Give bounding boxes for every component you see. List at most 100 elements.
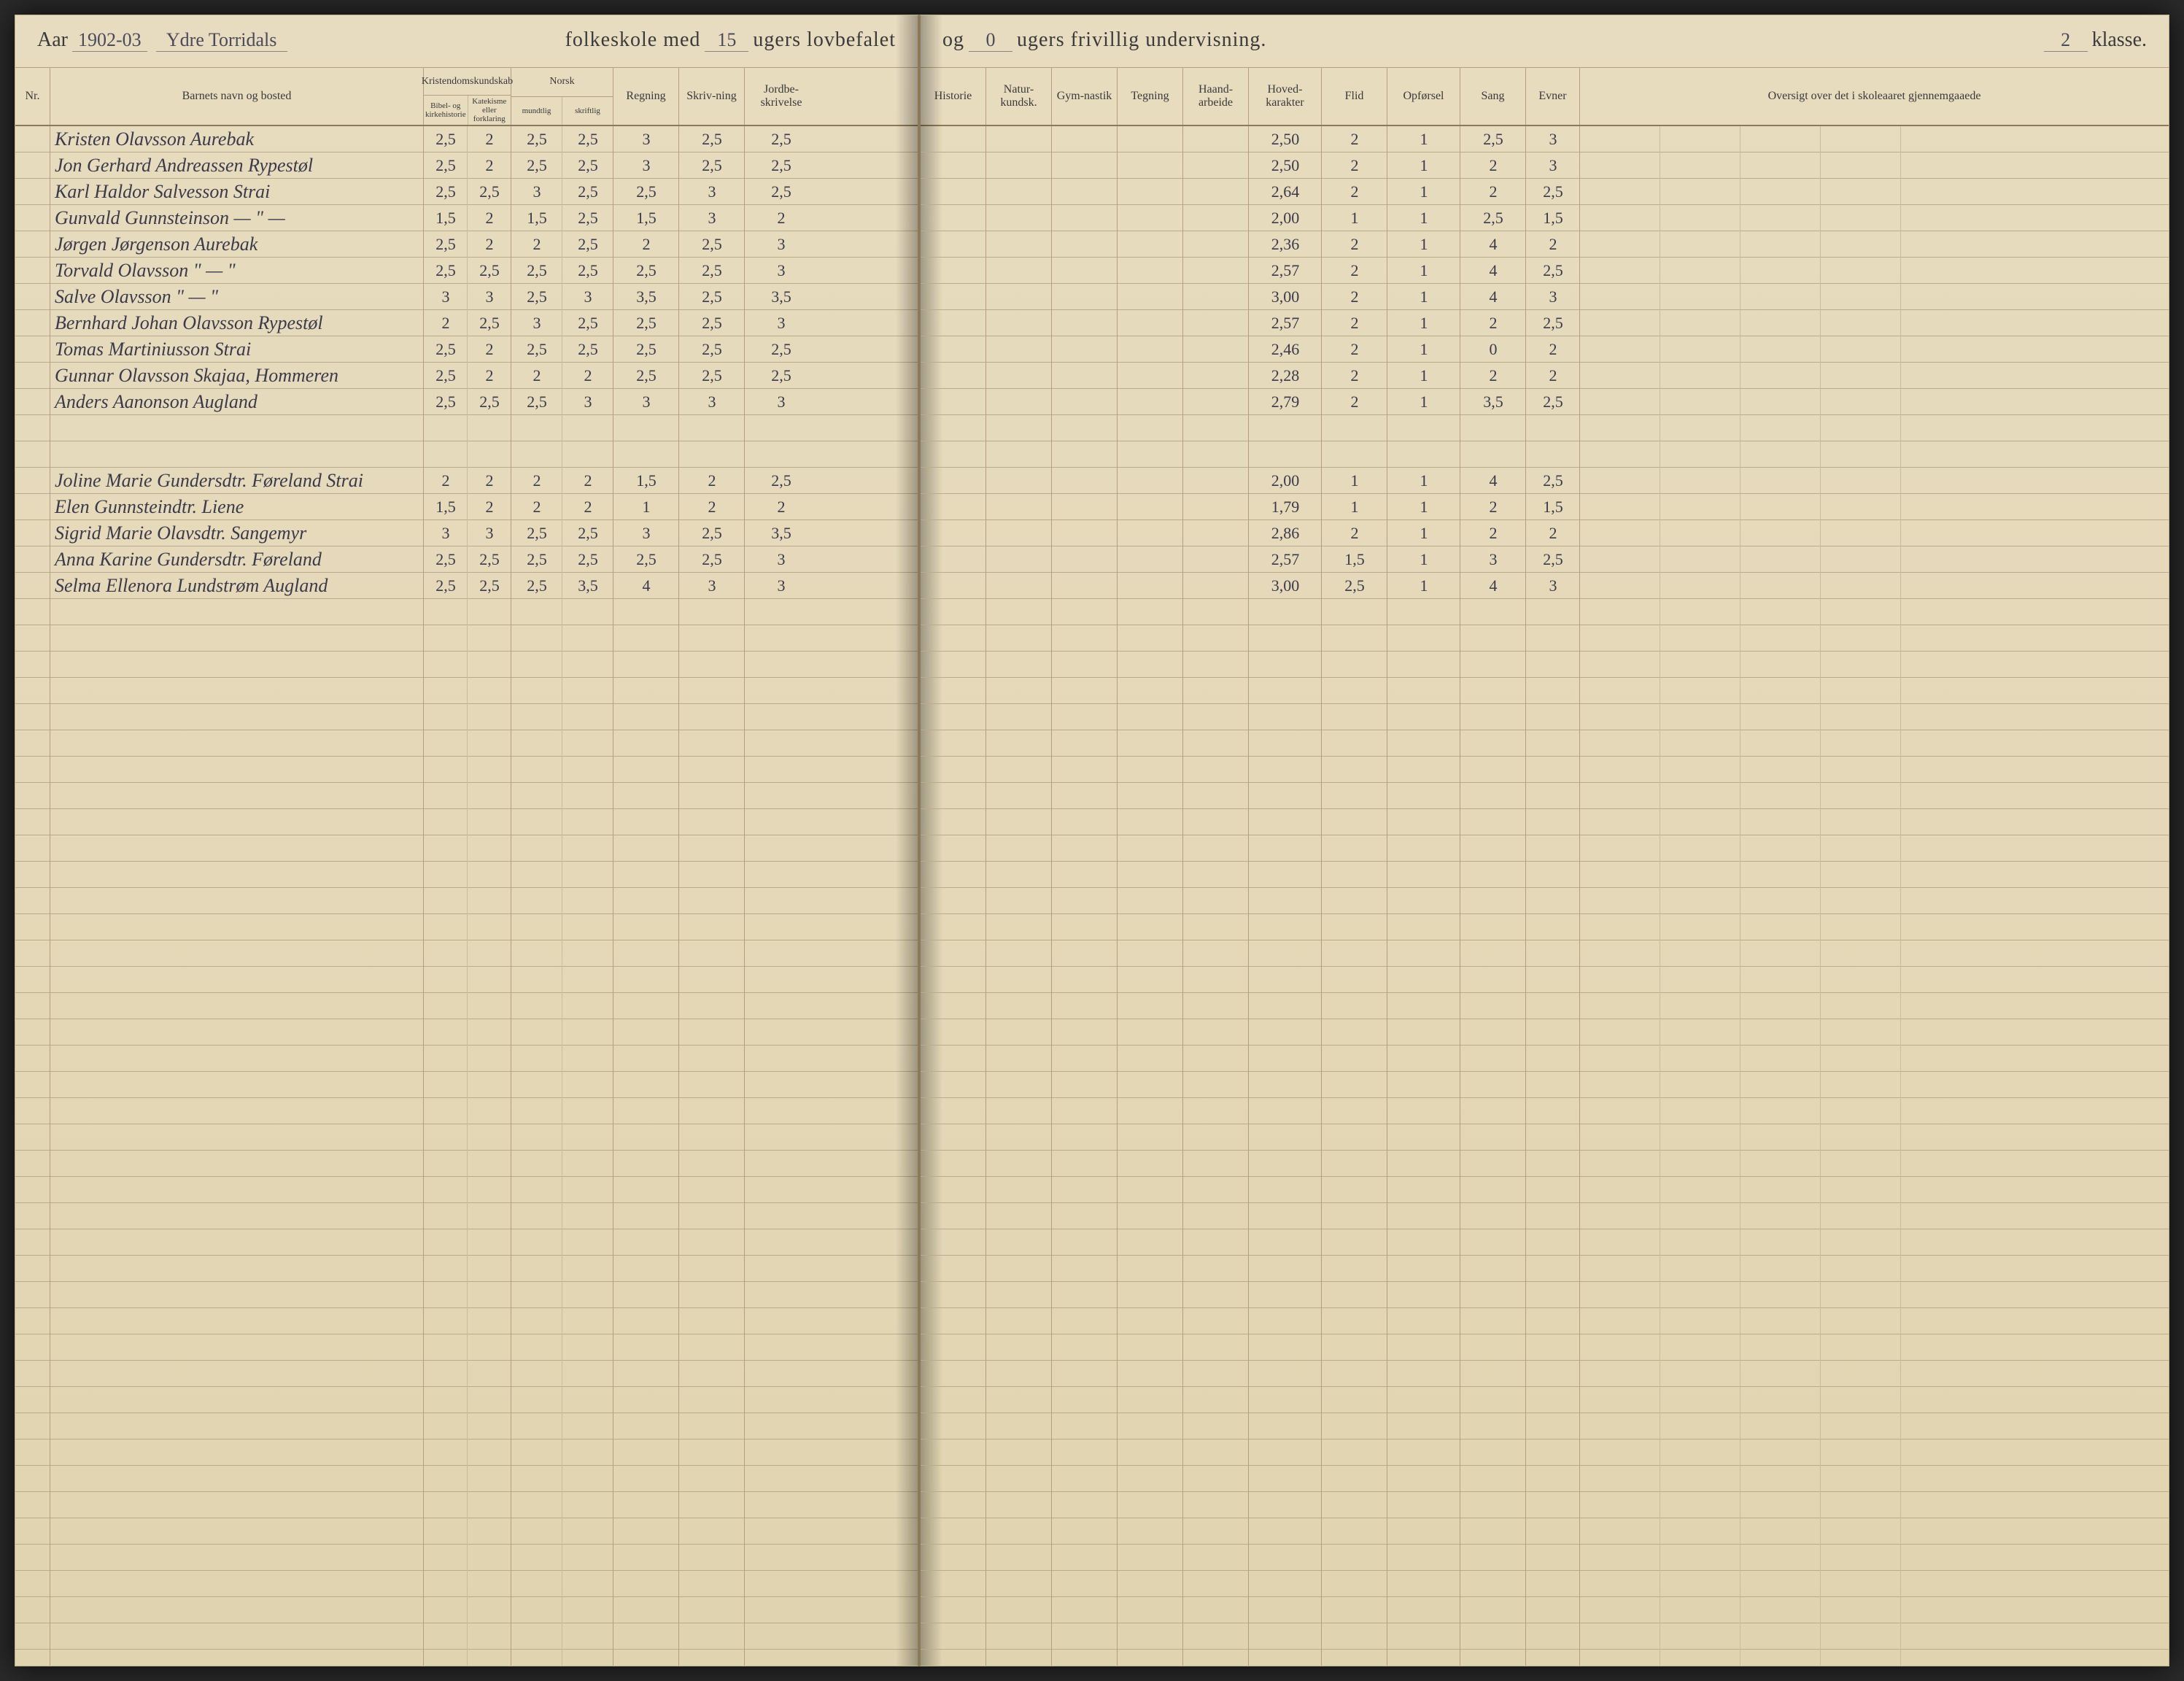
cell-sang: 0 (1460, 340, 1526, 359)
cell-sang: 4 (1460, 576, 1526, 595)
cell-sang: 4 (1460, 287, 1526, 306)
cell-reg: 3 (613, 524, 679, 543)
cell-jor: 3,5 (745, 287, 818, 306)
table-row: Karl Haldor Salvesson Strai2,52,532,52,5… (15, 179, 918, 205)
ledger-book: Aar 1902-03 Ydre Torridals folkeskole me… (15, 15, 2169, 1666)
klasse-label: klasse. (2092, 28, 2147, 52)
table-row: Joline Marie Gundersdtr. Føreland Strai 2… (15, 468, 918, 494)
cell-n2: 3 (562, 287, 613, 306)
cell-flid: 2 (1322, 314, 1387, 333)
cell-n1: 2,5 (511, 287, 562, 306)
col-norsk: Norsk mundtlig skriftlig (511, 68, 613, 125)
cell-hov: 2,57 (1249, 261, 1322, 280)
cell-skr: 2,5 (679, 235, 745, 254)
cell-sang: 3,5 (1460, 393, 1526, 411)
table-row: Bernhard Johan Olavsson Rypestøl22,532,5… (15, 310, 918, 336)
cell-name: Joline Marie Gundersdtr. Føreland Strai (50, 470, 424, 492)
cell-name: Jon Gerhard Andreassen Rypestøl (50, 155, 424, 177)
cell-n2: 2,5 (562, 209, 613, 228)
cell-n1: 2 (511, 366, 562, 385)
school-name: Ydre Torridals (156, 29, 287, 52)
col-norsk-sub2: skriftlig (562, 97, 613, 125)
cell-skr: 2,5 (679, 366, 745, 385)
header-text-2a: og (942, 28, 964, 52)
cell-sang: 2,5 (1460, 209, 1526, 228)
cell-opf: 1 (1387, 182, 1460, 201)
ledger-body-left: Kristen Olavsson Aurebak2,522,52,532,52,… (15, 126, 918, 1666)
cell-reg: 4 (613, 576, 679, 595)
table-row: Anna Karine Gundersdtr. Føreland2,52,52,… (15, 546, 918, 573)
cell-k1: 2,5 (424, 393, 468, 411)
table-row: 2,572142,5 (921, 258, 2169, 284)
cell-opf: 1 (1387, 366, 1460, 385)
table-row: Tomas Martiniusson Strai2,522,52,52,52,5… (15, 336, 918, 363)
klasse-value: 2 (2044, 29, 2088, 52)
cell-reg: 2,5 (613, 182, 679, 201)
cell-flid: 2 (1322, 287, 1387, 306)
cell-k1: 2,5 (424, 235, 468, 254)
cell-hov: 2,00 (1249, 471, 1322, 490)
cell-k1: 2,5 (424, 576, 468, 595)
cell-n1: 2,5 (511, 550, 562, 569)
cell-skr: 2,5 (679, 314, 745, 333)
cell-reg: 2,5 (613, 314, 679, 333)
cell-sang: 2 (1460, 498, 1526, 517)
cell-hov: 2,50 (1249, 156, 1322, 175)
cell-name: Karl Haldor Salvesson Strai (50, 181, 424, 203)
cell-k2: 2 (468, 366, 511, 385)
cell-k2: 2 (468, 130, 511, 149)
cell-skr: 3 (679, 393, 745, 411)
table-row: 2,571,5132,5 (921, 546, 2169, 573)
cell-hov: 2,46 (1249, 340, 1322, 359)
cell-opf: 1 (1387, 287, 1460, 306)
table-row: 3,002143 (921, 284, 2169, 310)
cell-evn: 2,5 (1526, 393, 1580, 411)
cell-opf: 1 (1387, 314, 1460, 333)
header-text-2b: ugers frivillig undervisning. (1017, 28, 1266, 52)
cell-k1: 2,5 (424, 340, 468, 359)
cell-jor: 2,5 (745, 471, 818, 490)
cell-skr: 2,5 (679, 550, 745, 569)
uger1: 15 (705, 29, 748, 52)
cell-jor: 3 (745, 393, 818, 411)
header-text-1a: folkeskole med (565, 28, 701, 52)
cell-opf: 1 (1387, 261, 1460, 280)
cell-skr: 2,5 (679, 261, 745, 280)
table-row: Elen Gunnsteindtr. Liene1,5222122 (15, 494, 918, 520)
table-row: 2,00112,51,5 (921, 205, 2169, 231)
cell-sang: 2 (1460, 182, 1526, 201)
cell-flid: 2 (1322, 366, 1387, 385)
cell-jor: 3 (745, 261, 818, 280)
table-row: 2,862122 (921, 520, 2169, 546)
cell-flid: 2 (1322, 182, 1387, 201)
col-tegning: Tegning (1118, 68, 1183, 125)
cell-k2: 2 (468, 471, 511, 490)
table-row (15, 441, 918, 468)
aar-label: Aar (37, 28, 68, 52)
table-row: 1,791121,5 (921, 494, 2169, 520)
table-row: Torvald Olavsson " — "2,52,52,52,52,52,5… (15, 258, 918, 284)
cell-k2: 2,5 (468, 261, 511, 280)
cell-hov: 2,64 (1249, 182, 1322, 201)
cell-opf: 1 (1387, 209, 1460, 228)
cell-n2: 2 (562, 471, 613, 490)
cell-skr: 2,5 (679, 156, 745, 175)
cell-skr: 2,5 (679, 340, 745, 359)
cell-name: Elen Gunnsteindtr. Liene (50, 496, 424, 518)
cell-skr: 2 (679, 471, 745, 490)
column-headers-right: Historie Natur-kundsk. Gym-nastik Tegnin… (921, 68, 2169, 126)
cell-k1: 3 (424, 524, 468, 543)
data-rows-right: 2,50212,532,5021232,642122,52,00112,51,5… (921, 126, 2169, 599)
cell-k2: 3 (468, 524, 511, 543)
cell-k1: 2,5 (424, 261, 468, 280)
cell-name: Gunvald Gunnsteinson — " — (50, 207, 424, 229)
col-flid: Flid (1322, 68, 1387, 125)
cell-evn: 1,5 (1526, 209, 1580, 228)
cell-name: Kristen Olavsson Aurebak (50, 128, 424, 150)
column-headers-left: Nr. Barnets navn og bosted Kristendomsku… (15, 68, 918, 126)
col-gym: Gym-nastik (1052, 68, 1118, 125)
cell-flid: 1 (1322, 471, 1387, 490)
col-natur: Natur-kundsk. (986, 68, 1052, 125)
cell-sang: 2 (1460, 524, 1526, 543)
cell-evn: 2,5 (1526, 471, 1580, 490)
